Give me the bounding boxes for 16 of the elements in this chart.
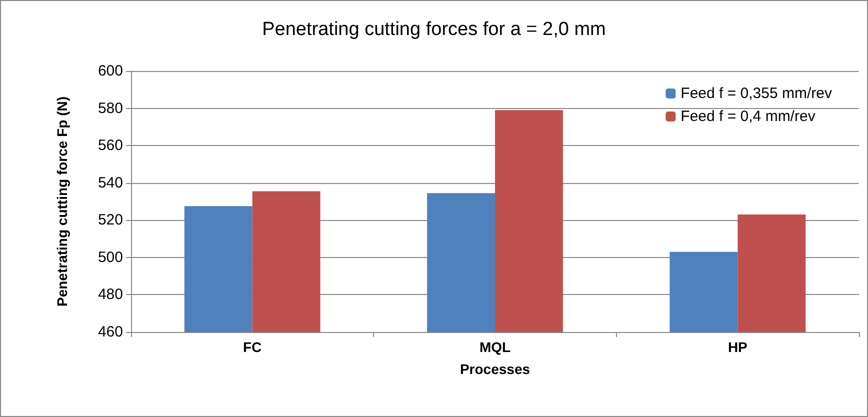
x-tick-label: MQL bbox=[479, 339, 511, 355]
y-tick-label: 580 bbox=[98, 100, 123, 117]
y-tick-label: 560 bbox=[98, 137, 123, 154]
y-tick-label: 480 bbox=[98, 286, 123, 304]
y-tick-label: 540 bbox=[98, 174, 123, 192]
x-tick-label: FC bbox=[242, 339, 262, 355]
x-tick-label: HP bbox=[728, 339, 748, 355]
legend-label: Feed f = 0,4 mm/rev bbox=[680, 108, 816, 125]
y-tick-label: 520 bbox=[98, 212, 123, 229]
y-tick-label: 600 bbox=[98, 62, 123, 80]
y-tick-label: 500 bbox=[98, 248, 123, 266]
chart-title: Penetrating cutting forces for a = 2,0 mm bbox=[262, 19, 606, 40]
y-axis-title: Penetrating cutting force Fp (N) bbox=[54, 96, 70, 306]
y-tick-label: 460 bbox=[98, 324, 123, 340]
x-axis-title: Processes bbox=[460, 361, 530, 377]
legend-label: Feed f = 0,355 mm/rev bbox=[680, 85, 832, 102]
